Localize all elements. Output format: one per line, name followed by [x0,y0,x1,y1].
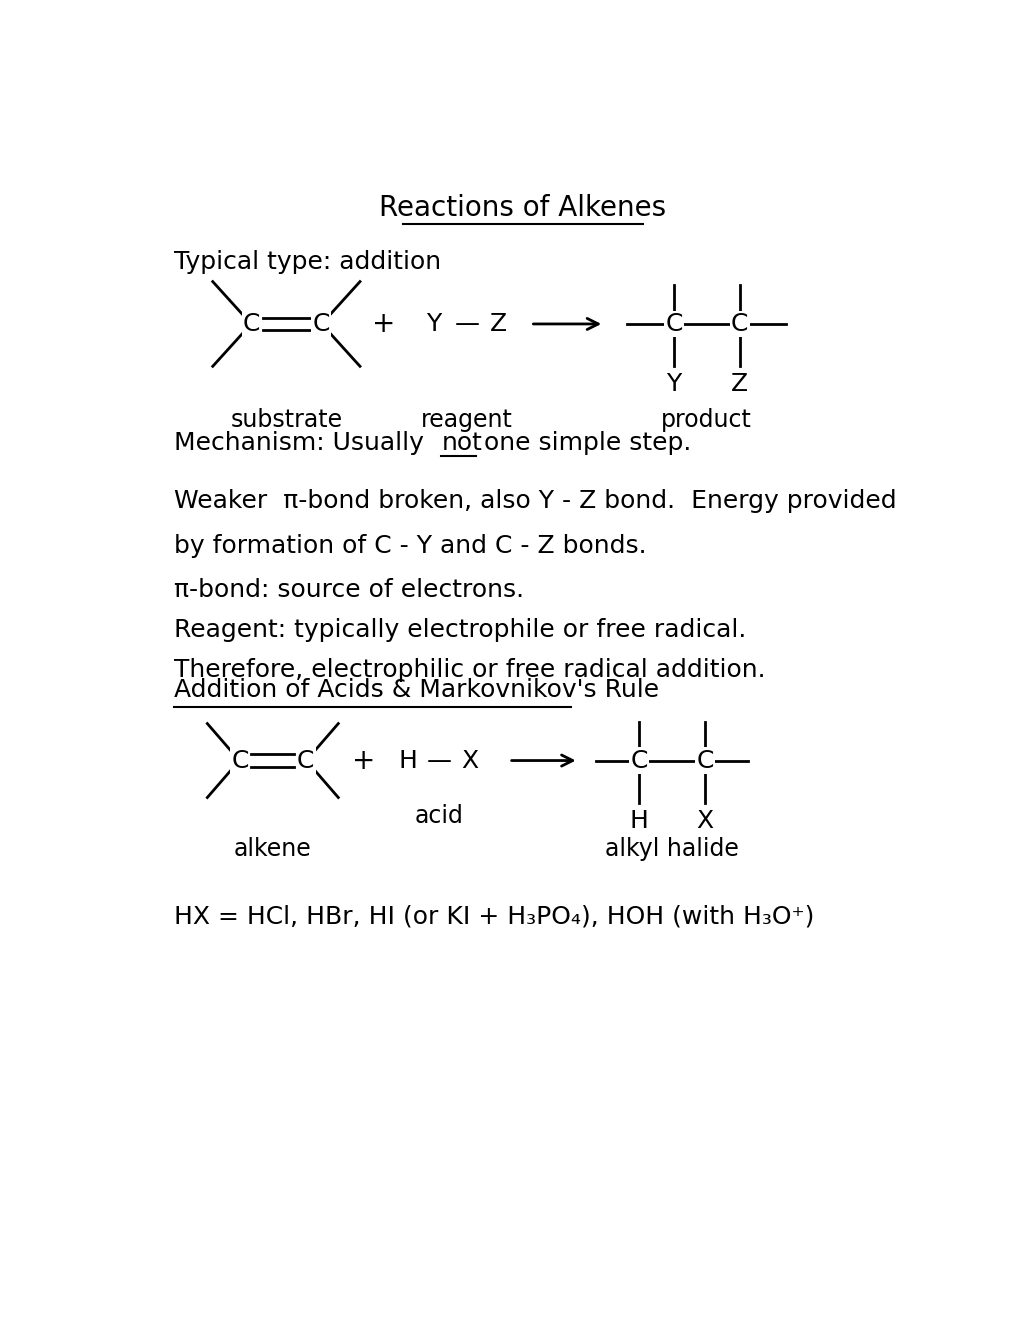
Text: one simple step.: one simple step. [476,432,691,455]
Text: H: H [398,748,417,772]
Text: not: not [441,432,482,455]
Text: —: — [454,312,479,337]
Text: product: product [660,408,751,432]
Text: C: C [731,312,748,337]
Text: substrate: substrate [230,408,342,432]
Text: X: X [461,748,478,772]
Text: reagent: reagent [421,408,513,432]
Text: Weaker  π-bond broken, also Y - Z bond.  Energy provided: Weaker π-bond broken, also Y - Z bond. E… [174,488,896,513]
Text: C: C [231,748,249,772]
Text: X: X [696,809,712,833]
Text: C: C [297,748,314,772]
Text: Addition of Acids & Markovnikov's Rule: Addition of Acids & Markovnikov's Rule [174,677,658,702]
Text: C: C [664,312,682,337]
Text: H: H [629,809,648,833]
Text: Z: Z [731,372,748,396]
Text: HX = HCl, HBr, HI (or KI + H₃PO₄), HOH (with H₃O⁺): HX = HCl, HBr, HI (or KI + H₃PO₄), HOH (… [174,904,813,929]
Text: Z: Z [489,312,506,337]
Text: π-bond: source of electrons.: π-bond: source of electrons. [174,578,524,602]
Text: Y: Y [426,312,441,337]
Text: acid: acid [414,804,463,828]
Text: C: C [243,312,260,337]
Text: by formation of C - Y and C - Z bonds.: by formation of C - Y and C - Z bonds. [174,533,646,558]
Text: Y: Y [665,372,681,396]
Text: alkyl halide: alkyl halide [604,837,738,861]
Text: Typical type: addition: Typical type: addition [174,251,440,275]
Text: C: C [630,748,647,772]
Text: Reagent: typically electrophile or free radical.: Reagent: typically electrophile or free … [174,618,746,642]
Text: +: + [371,310,394,338]
Text: —: — [426,748,451,772]
Text: Therefore, electrophilic or free radical addition.: Therefore, electrophilic or free radical… [174,657,765,681]
Text: C: C [312,312,329,337]
Text: C: C [696,748,713,772]
Text: Reactions of Alkenes: Reactions of Alkenes [379,194,665,223]
Text: alkene: alkene [233,837,311,861]
Text: Mechanism: Usually: Mechanism: Usually [174,432,431,455]
Text: +: + [352,747,375,775]
